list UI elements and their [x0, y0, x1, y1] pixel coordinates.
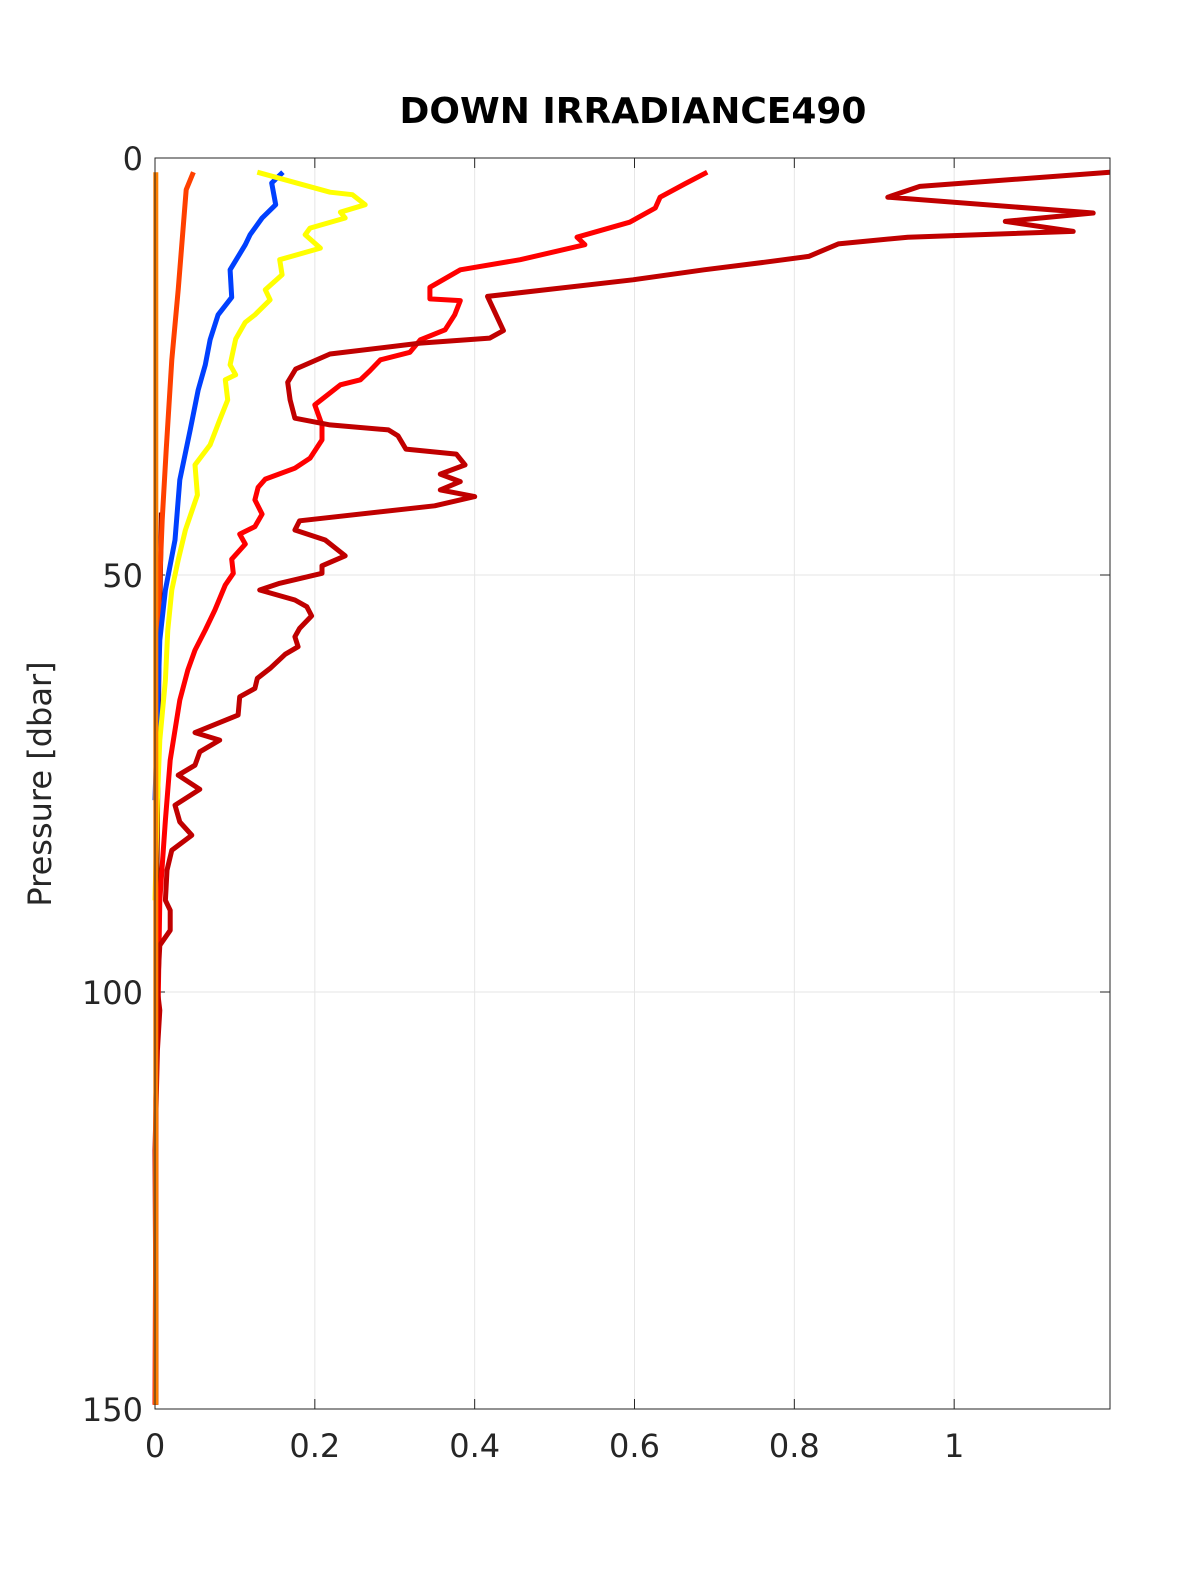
y-tick-label: 100 — [82, 974, 143, 1012]
data-line — [152, 169, 368, 901]
x-tick-label: 0 — [145, 1427, 165, 1465]
chart-title: DOWN IRRADIANCE490 — [400, 91, 867, 132]
x-tick-label: 0.6 — [609, 1427, 660, 1465]
y-axis-label: Pressure [dbar] — [21, 661, 59, 906]
data-line — [152, 169, 1111, 1405]
y-tick-label: 0 — [123, 140, 143, 178]
data-line — [152, 170, 285, 801]
x-tick-label: 0.4 — [449, 1427, 500, 1465]
x-tick-label: 1 — [944, 1427, 964, 1465]
x-tick-label: 0.2 — [289, 1427, 340, 1465]
axes-box — [154, 157, 1111, 1410]
y-tick-label: 150 — [82, 1391, 143, 1429]
data-line — [152, 169, 709, 1405]
x-tick-label: 0.8 — [769, 1427, 820, 1465]
y-tick-label: 50 — [102, 557, 143, 595]
